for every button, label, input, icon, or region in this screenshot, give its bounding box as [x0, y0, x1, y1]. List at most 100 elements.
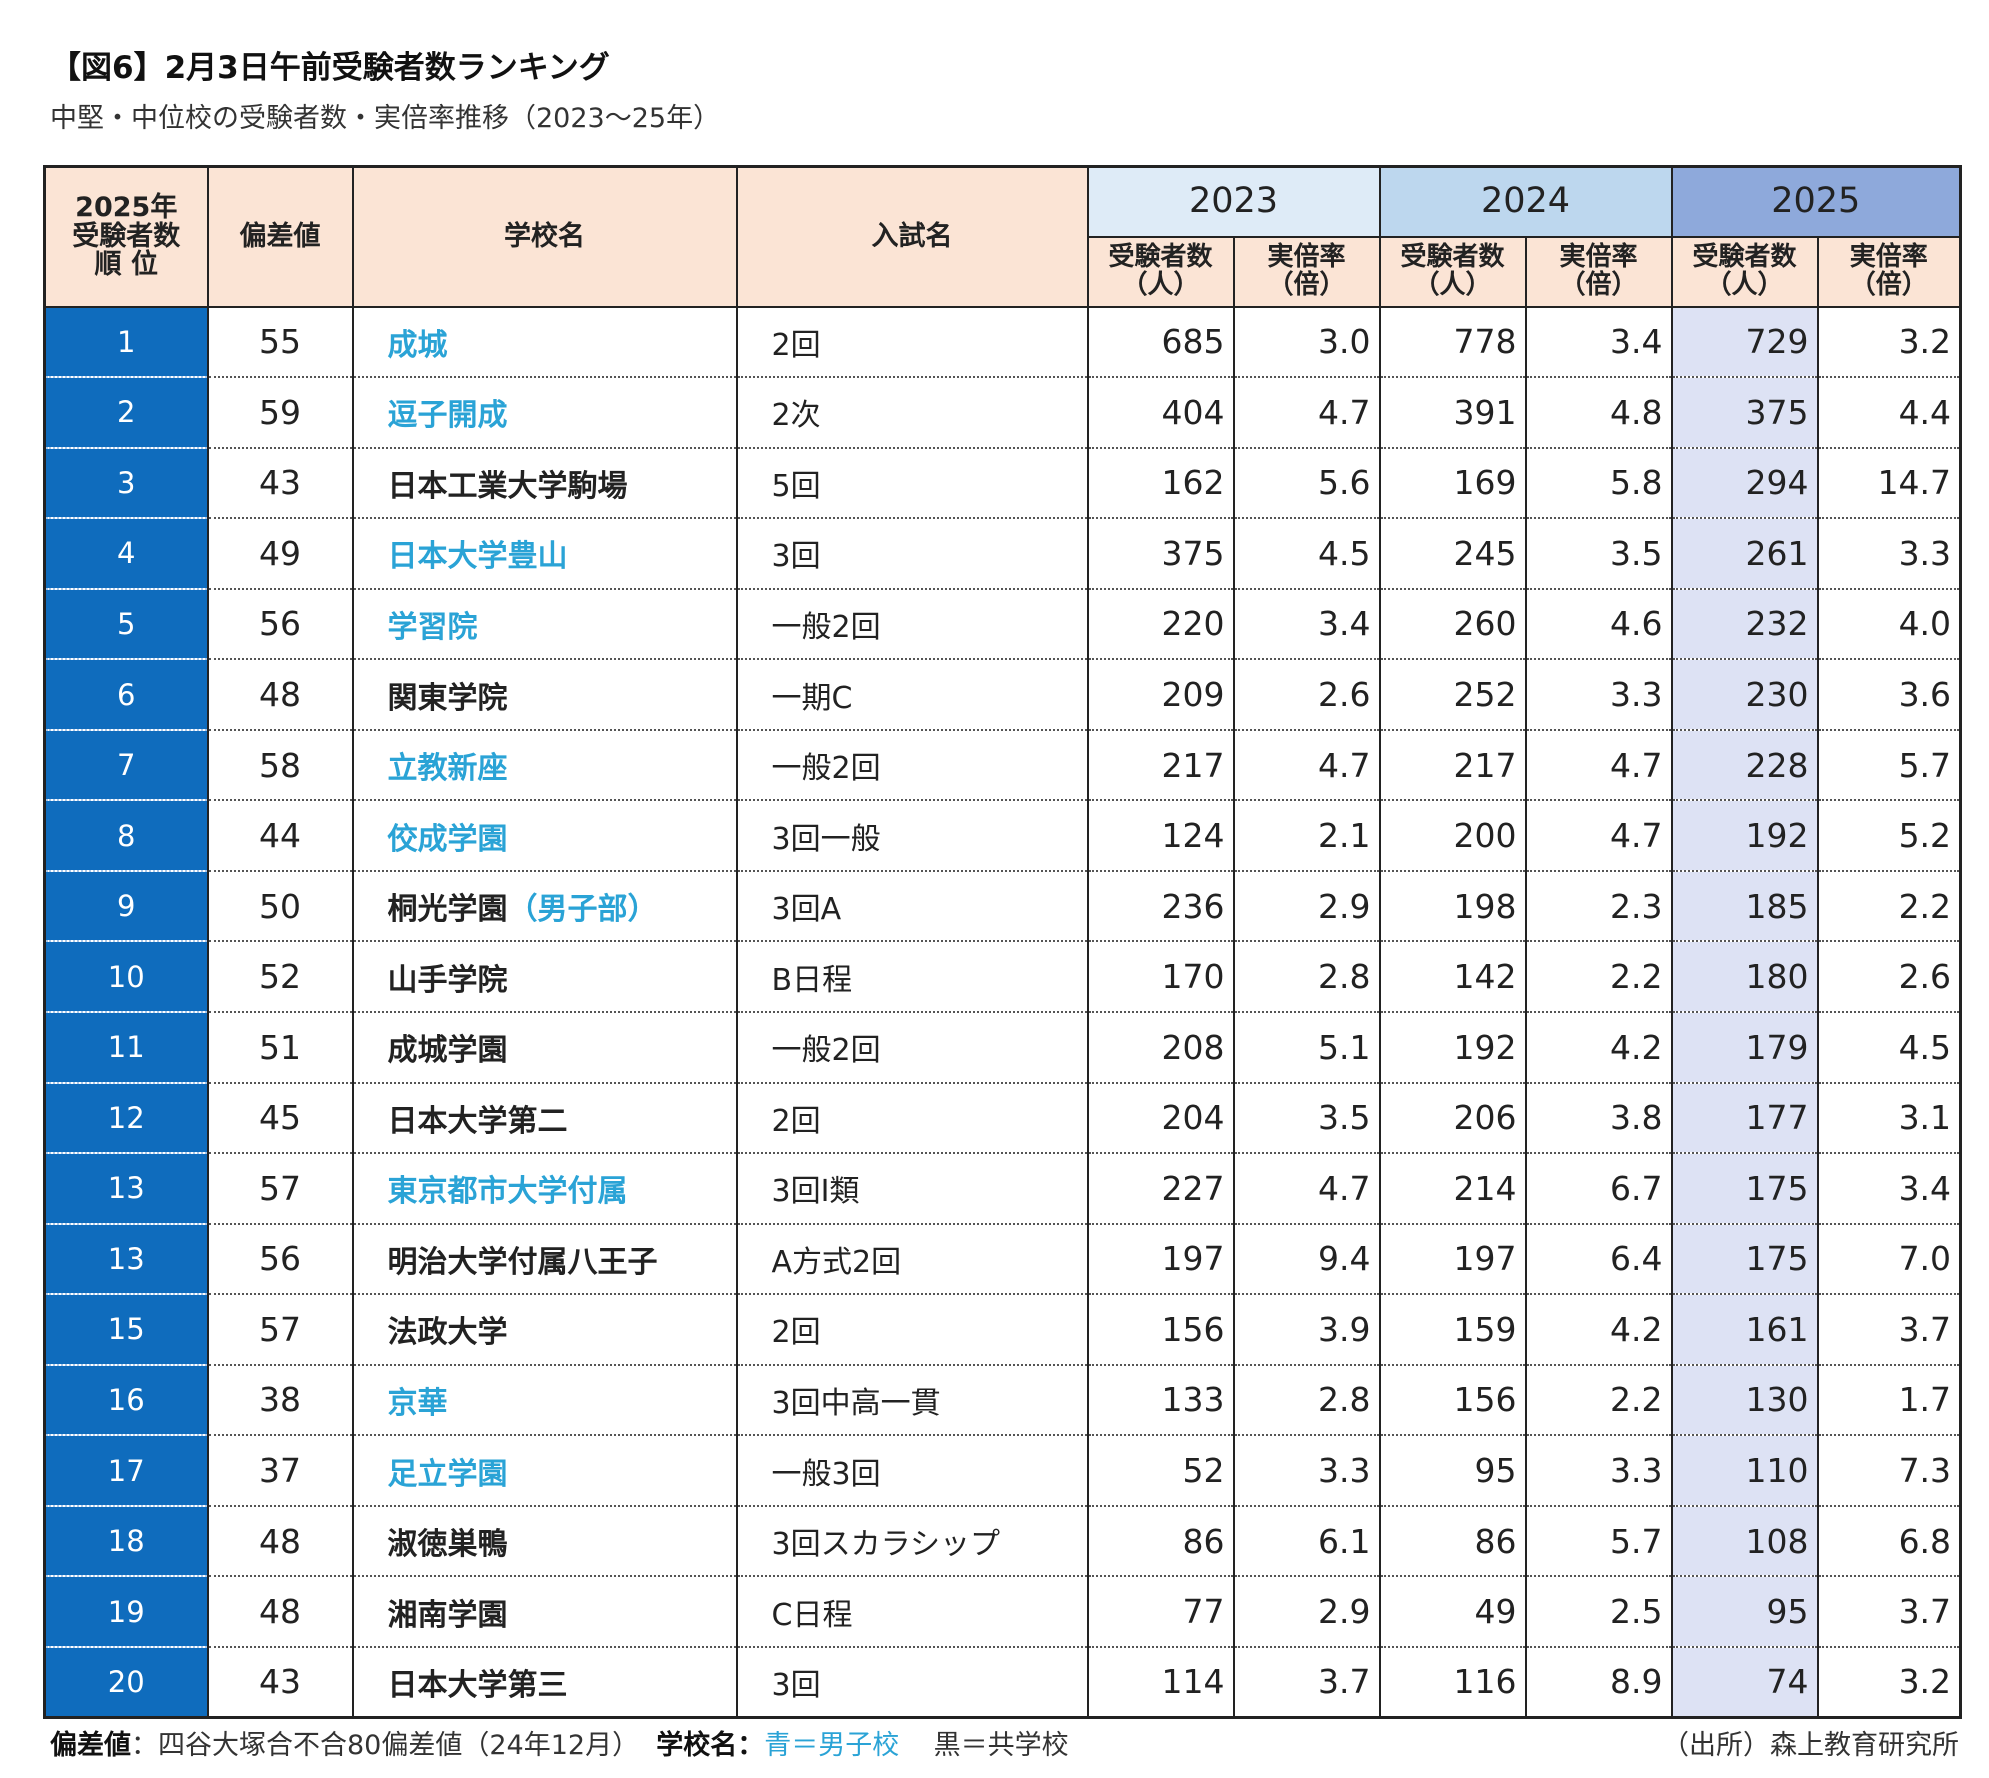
applicants-2024-cell: 86 [1378, 1505, 1527, 1578]
rank-cell: 17 [43, 1435, 209, 1507]
rank-cell: 9 [43, 870, 209, 943]
applicants-2023-cell: 236 [1086, 870, 1235, 943]
school-name: 明治大学付属八王子 [387, 1244, 658, 1280]
rank-cell: 7 [43, 729, 209, 802]
exam-cell: 2回 [735, 306, 1089, 379]
ratio-2024-cell: 6.4 [1524, 1223, 1673, 1296]
applicants-2025-cell: 110 [1670, 1435, 1819, 1507]
ratio-2025-cell: 7.0 [1816, 1223, 1962, 1296]
applicants-2024-cell: 245 [1378, 518, 1527, 590]
school-name: 逗子開成 [387, 398, 508, 434]
ratio-2023-cell: 3.3 [1232, 1435, 1381, 1507]
school-cell: 日本大学第二 [351, 1082, 738, 1155]
ratio-2025-cell: 3.4 [1816, 1153, 1962, 1225]
ratio-2024-cell: 2.2 [1524, 1364, 1673, 1437]
deviation-cell: 57 [206, 1153, 354, 1225]
ratio-2023-cell: 4.7 [1232, 729, 1381, 802]
applicants-2024-cell: 142 [1378, 941, 1527, 1013]
rank-cell: 12 [43, 1082, 209, 1155]
applicants-2023-cell: 209 [1086, 659, 1235, 731]
deviation-cell: 44 [206, 800, 354, 872]
ratio-2025-cell: 3.6 [1816, 659, 1962, 731]
applicants-2023-cell: 404 [1086, 377, 1235, 449]
rank-cell: 6 [43, 659, 209, 731]
applicants-2025-cell: 161 [1670, 1294, 1819, 1366]
school-name: 日本大学豊山 [387, 539, 568, 575]
ratio-2025-cell: 2.6 [1816, 941, 1962, 1013]
ratio-2023-cell: 4.7 [1232, 1153, 1381, 1225]
school-name: 淑徳巣鴨 [387, 1527, 508, 1563]
applicants-2024-cell: 391 [1378, 377, 1527, 449]
deviation-cell: 55 [206, 306, 354, 379]
applicants-2025-cell: 228 [1670, 729, 1819, 802]
footer-deviation-label: 偏差値 [50, 1730, 131, 1761]
table-body: 1 55 成城 2回 685 3.0 778 3.4 729 3.2 2 59 逗子開成 2次 404 4.7… [43, 306, 1962, 1719]
exam-cell: 一期C [735, 659, 1089, 731]
applicants-2023-cell: 156 [1086, 1294, 1235, 1366]
ratio-2024-cell: 4.7 [1524, 729, 1673, 802]
exam-cell: 一般2回 [735, 1011, 1089, 1084]
deviation-cell: 52 [206, 941, 354, 1013]
ratio-2023-cell: 9.4 [1232, 1223, 1381, 1296]
deviation-cell: 37 [206, 1435, 354, 1507]
applicants-2024-cell: 260 [1378, 588, 1527, 661]
applicants-2023-cell: 170 [1086, 941, 1235, 1013]
header-exam: 入試名 [735, 165, 1089, 308]
deviation-cell: 43 [206, 447, 354, 520]
table-row: 10 52 山手学院 B日程 170 2.8 142 2.2 180 2.6 [43, 941, 1962, 1013]
school-name: 東京都市大学付属 [387, 1174, 628, 1210]
ratio-2023-cell: 3.9 [1232, 1294, 1381, 1366]
school-cell: 日本大学第三 [351, 1646, 738, 1719]
deviation-cell: 48 [206, 1505, 354, 1578]
ratio-2023-cell: 2.1 [1232, 800, 1381, 872]
ratio-2025-cell: 7.3 [1816, 1435, 1962, 1507]
exam-cell: 3回Ⅰ類 [735, 1153, 1089, 1225]
applicants-2025-cell: 175 [1670, 1223, 1819, 1296]
deviation-cell: 56 [206, 1223, 354, 1296]
school-name: 法政大学 [387, 1315, 508, 1351]
ratio-2024-cell: 5.8 [1524, 447, 1673, 520]
applicants-2024-cell: 156 [1378, 1364, 1527, 1437]
applicants-2024-cell: 49 [1378, 1576, 1527, 1648]
deviation-cell: 43 [206, 1646, 354, 1719]
figure-subtitle: 中堅・中位校の受験者数・実倍率推移（2023〜25年） [50, 103, 721, 134]
footer-deviation-text: ：四谷大塚合不合80偏差値（24年12月） [131, 1730, 640, 1761]
exam-cell: 3回 [735, 1646, 1089, 1719]
rank-cell: 10 [43, 941, 209, 1013]
applicants-2023-cell: 197 [1086, 1223, 1235, 1296]
exam-cell: C日程 [735, 1576, 1089, 1648]
ranking-table: 2025年 受験者数 順 位 偏差値 学校名 入試名 2023 2024 202… [43, 165, 1963, 1719]
ratio-2025-cell: 3.3 [1816, 518, 1962, 590]
footer-coed-legend: 黒＝共学校 [933, 1730, 1069, 1761]
exam-cell: 3回A [735, 870, 1089, 943]
deviation-cell: 48 [206, 659, 354, 731]
ratio-2024-cell: 2.2 [1524, 941, 1673, 1013]
deviation-cell: 59 [206, 377, 354, 449]
applicants-2025-cell: 230 [1670, 659, 1819, 731]
ratio-2023-cell: 2.6 [1232, 659, 1381, 731]
applicants-2025-cell: 130 [1670, 1364, 1819, 1437]
rank-cell: 4 [43, 518, 209, 590]
applicants-2023-cell: 217 [1086, 729, 1235, 802]
ratio-2024-cell: 3.8 [1524, 1082, 1673, 1155]
ratio-2023-cell: 4.5 [1232, 518, 1381, 590]
applicants-2025-cell: 177 [1670, 1082, 1819, 1155]
applicants-2025-cell: 108 [1670, 1505, 1819, 1578]
header-applicants-2024: 受験者数 （人） [1378, 235, 1527, 308]
ratio-2025-cell: 5.2 [1816, 800, 1962, 872]
school-name: 山手学院 [387, 962, 508, 998]
ratio-2024-cell: 3.4 [1524, 306, 1673, 379]
table-row: 4 49 日本大学豊山 3回 375 4.5 245 3.5 261 3.3 [43, 518, 1962, 590]
deviation-cell: 56 [206, 588, 354, 661]
applicants-2024-cell: 192 [1378, 1011, 1527, 1084]
exam-cell: 5回 [735, 447, 1089, 520]
ratio-2023-cell: 5.6 [1232, 447, 1381, 520]
ratio-2024-cell: 6.7 [1524, 1153, 1673, 1225]
rank-cell: 16 [43, 1364, 209, 1437]
school-name: 湘南学園 [387, 1597, 508, 1633]
ratio-2023-cell: 2.9 [1232, 870, 1381, 943]
header-year-2025: 2025 [1670, 165, 1962, 238]
ratio-2023-cell: 3.5 [1232, 1082, 1381, 1155]
applicants-2025-cell: 175 [1670, 1153, 1819, 1225]
applicants-2023-cell: 208 [1086, 1011, 1235, 1084]
